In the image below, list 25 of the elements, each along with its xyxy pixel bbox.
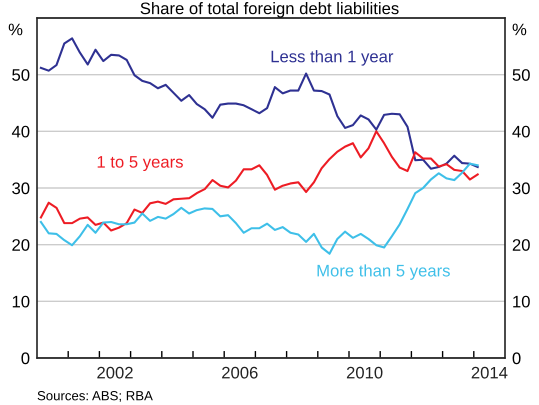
line-series <box>40 130 479 232</box>
y-tick-label: 50 <box>12 69 30 81</box>
x-tick-label: 2010 <box>346 366 382 379</box>
y-tick-label: 10 <box>12 296 30 308</box>
y2-tick-label: 10 <box>513 296 530 308</box>
x-tick-label: 2006 <box>222 366 258 379</box>
y-tick-label: 40 <box>12 126 30 138</box>
chart-title: Share of total foreign debt liabilities <box>140 2 399 18</box>
y2-tick-label: 50 <box>512 69 530 81</box>
y2-tick-label: 20 <box>512 239 530 251</box>
y2-tick-label: 0 <box>512 352 521 364</box>
series-label: More than 5 years <box>318 264 450 280</box>
y-axis-title: % <box>8 24 22 36</box>
source-note: Sources: ABS; RBA <box>38 391 153 402</box>
x-tick-label: 2002 <box>97 366 133 379</box>
y2-axis-title: % <box>512 24 526 36</box>
y-tick-label: 0 <box>21 352 30 364</box>
y2-tick-label: 40 <box>512 126 530 138</box>
y-tick-label: 20 <box>12 239 30 251</box>
series-label: 1 to 5 years <box>98 156 183 172</box>
line-series <box>40 37 479 170</box>
series-label: Less than 1 year <box>272 50 394 66</box>
y2-tick-label: 30 <box>512 182 530 194</box>
x-tick-label: 2014 <box>472 366 508 379</box>
y-tick-label: 30 <box>12 182 30 194</box>
